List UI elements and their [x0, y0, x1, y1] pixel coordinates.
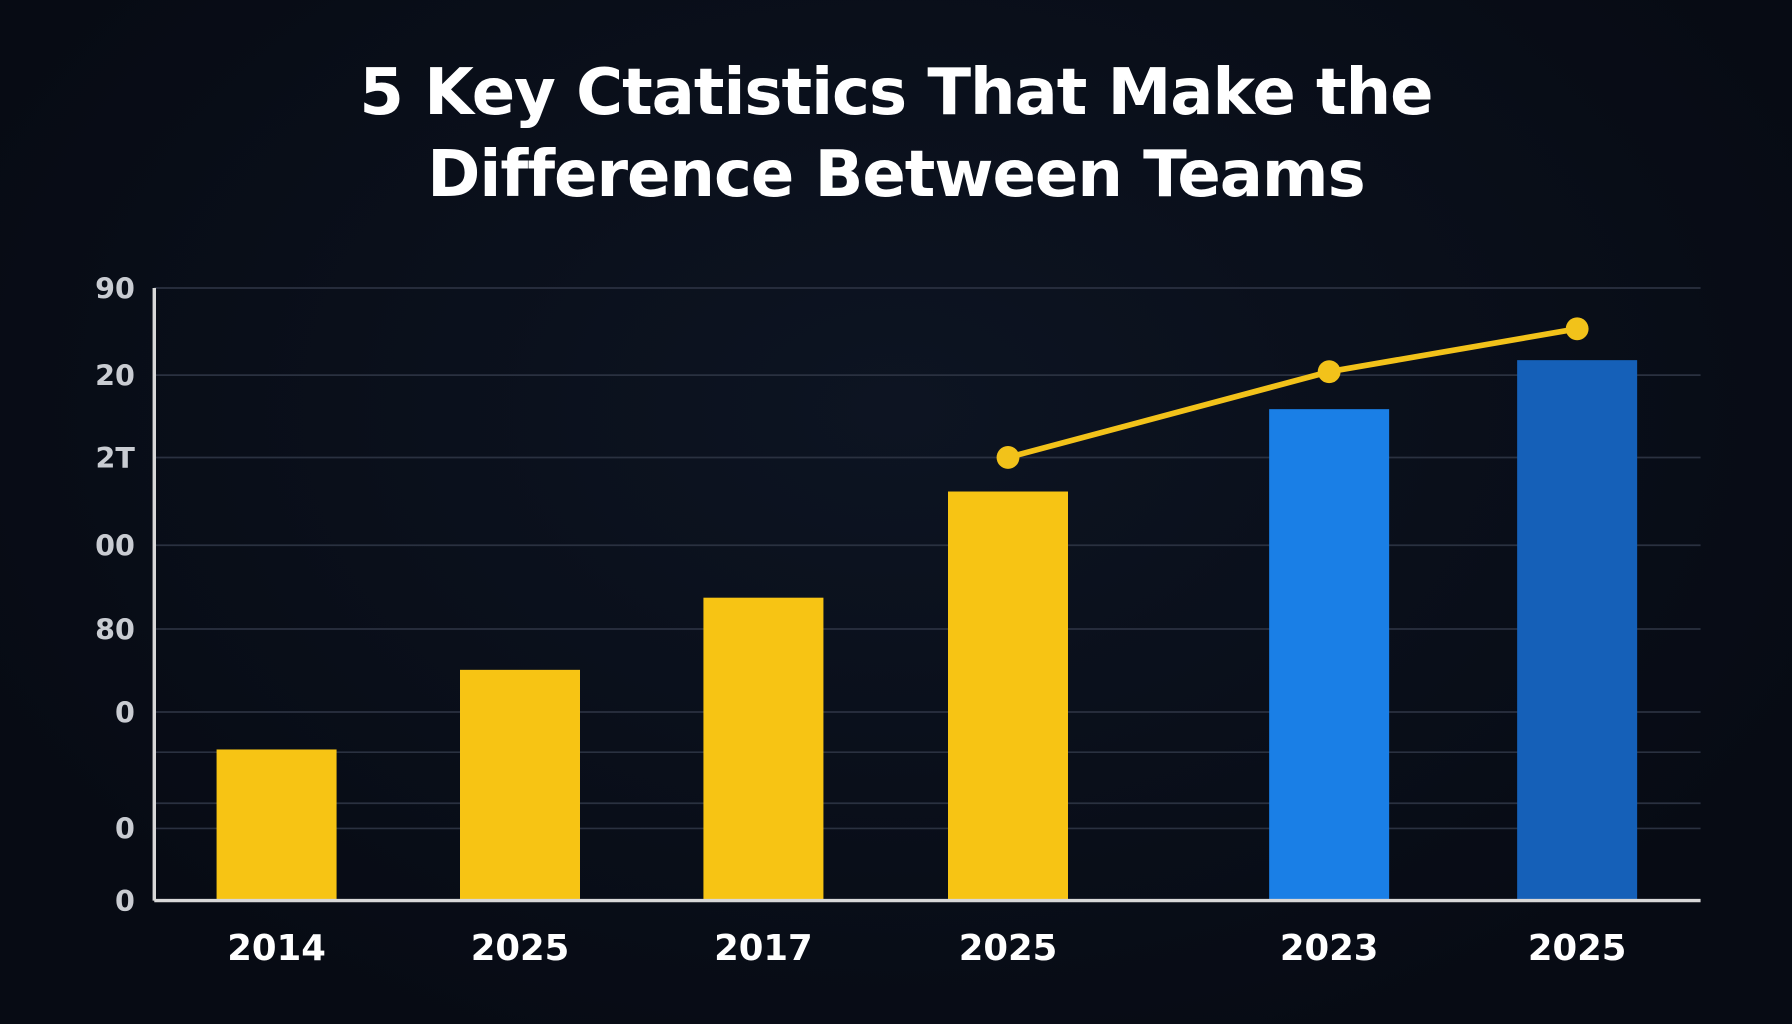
- bar: [1517, 360, 1638, 901]
- bar: [216, 749, 337, 901]
- y-tick-label: 90: [95, 271, 135, 305]
- y-tick-label: 00: [95, 529, 135, 563]
- y-tick-label: 20: [95, 358, 135, 392]
- bar: [460, 669, 580, 901]
- y-tick-label: 80: [95, 612, 135, 646]
- bar: [1269, 409, 1390, 901]
- chart-title-line-2: Difference Between Teams: [427, 138, 1365, 212]
- trend-point: [1565, 317, 1589, 341]
- x-tick-label: 2025: [471, 928, 570, 969]
- bar: [703, 597, 824, 901]
- x-tick-label: 2017: [714, 928, 813, 969]
- trend-point: [1317, 360, 1341, 384]
- chart-title-line-1: 5 Key Ctatistics That Make the: [359, 56, 1433, 130]
- y-tick-label: 0: [115, 695, 135, 729]
- y-tick-label: 0: [115, 812, 135, 846]
- x-tick-label: 2023: [1280, 928, 1379, 969]
- y-tick-label: 2T: [95, 441, 135, 475]
- trend-point: [996, 446, 1020, 469]
- x-tick-label: 2025: [1528, 928, 1627, 969]
- x-tick-label: 2025: [959, 928, 1058, 969]
- bar: [948, 491, 1068, 901]
- y-tick-label: 0: [115, 884, 135, 918]
- chart-title: 5 Key Ctatistics That Make the Differenc…: [0, 52, 1792, 216]
- x-tick-label: 2014: [227, 928, 326, 969]
